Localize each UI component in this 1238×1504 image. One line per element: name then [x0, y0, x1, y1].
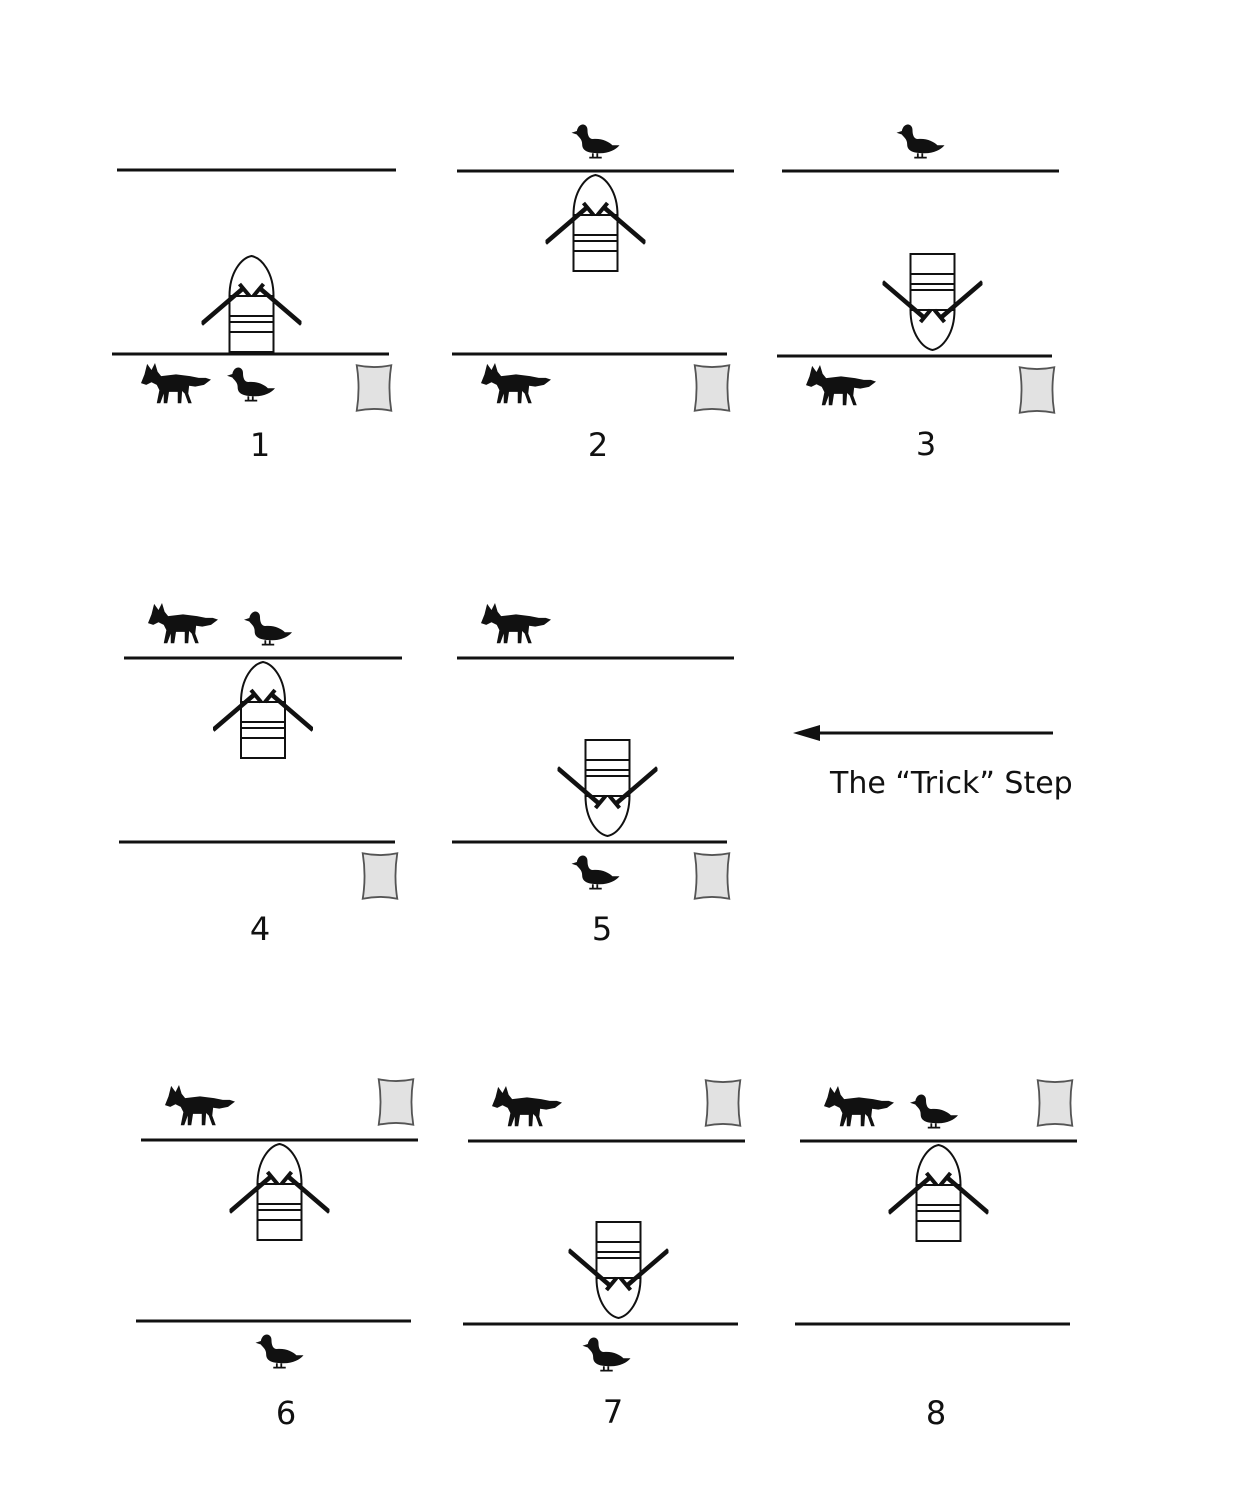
fox-icon	[141, 363, 211, 404]
step-number: 5	[592, 910, 612, 948]
sack-icon	[693, 364, 731, 412]
step-number: 2	[588, 426, 608, 464]
panel-6: 6	[136, 1078, 418, 1432]
step-number: 8	[926, 1394, 946, 1432]
sack-icon	[1018, 366, 1056, 414]
rowboat-icon	[889, 1145, 989, 1241]
rowboat-icon	[546, 175, 646, 271]
sack-icon	[693, 852, 731, 900]
panel-8: 8	[795, 1079, 1077, 1432]
duck-icon	[255, 1333, 304, 1369]
sack-icon	[361, 852, 399, 900]
fox-icon	[806, 365, 876, 406]
panel-7: 7	[463, 1079, 745, 1431]
rowboat-icon	[558, 740, 658, 836]
rowboat-icon	[569, 1222, 669, 1318]
rowboat-icon	[230, 1144, 330, 1240]
duck-icon	[571, 854, 620, 890]
duck-icon	[896, 123, 945, 159]
duck-icon	[571, 123, 620, 159]
step-number: 7	[603, 1393, 623, 1431]
rowboat-icon	[202, 256, 302, 352]
fox-icon	[165, 1085, 235, 1126]
step-number: 3	[916, 425, 936, 463]
sack-icon	[355, 364, 393, 412]
sack-icon	[1036, 1079, 1074, 1127]
step-number: 1	[250, 426, 270, 464]
panel-1: 1	[112, 168, 396, 464]
fox-icon	[481, 603, 551, 644]
panel-3: 3	[777, 123, 1059, 463]
fox-icon	[492, 1086, 562, 1127]
trick-step-annotation: The “Trick” Step	[793, 725, 1073, 801]
trick-step-label: The “Trick” Step	[829, 766, 1073, 801]
fox-icon	[824, 1086, 894, 1127]
rowboat-icon	[213, 662, 313, 758]
arrow-left-icon	[793, 725, 820, 741]
step-number: 4	[250, 910, 270, 948]
panel-4: 4	[119, 603, 402, 948]
duck-icon	[227, 366, 275, 402]
panel-5: 5	[452, 603, 734, 948]
fox-icon	[148, 603, 218, 644]
duck-icon	[582, 1336, 631, 1372]
fox-icon	[481, 363, 551, 404]
rowboat-icon	[883, 254, 983, 350]
panel-2: 2	[452, 123, 734, 464]
duck-icon	[910, 1093, 958, 1129]
step-number: 6	[276, 1394, 296, 1432]
duck-icon	[244, 610, 292, 646]
sack-icon	[377, 1078, 415, 1126]
sack-icon	[704, 1079, 742, 1127]
